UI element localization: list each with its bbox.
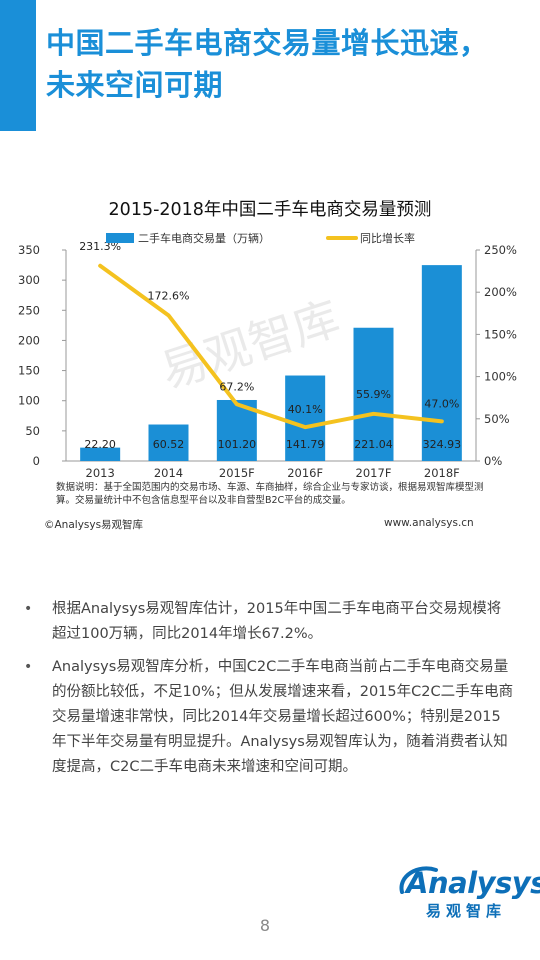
y-tick-label: 0	[33, 454, 40, 468]
bar	[421, 265, 462, 461]
page-title-line-2: 未来空间可期	[46, 68, 224, 102]
line-value-label: 231.3%	[79, 240, 121, 253]
x-tick-label: 2014	[154, 466, 183, 480]
legend-line-label: 同比增长率	[360, 231, 415, 245]
bar	[353, 327, 394, 461]
line-value-label: 172.6%	[148, 289, 190, 302]
bullet-text: 根据Analysys易观智库估计，2015年中国二手车电商平台交易规模将超过10…	[52, 601, 502, 642]
line-value-label: 67.2%	[219, 380, 254, 393]
bar-value-label: 141.79	[286, 438, 325, 451]
y2-tick-label: 0%	[484, 454, 502, 468]
line-value-label: 47.0%	[424, 397, 459, 410]
x-tick-label: 2017F	[356, 466, 392, 480]
bullet-list: • 根据Analysys易观智库估计，2015年中国二手车电商平台交易规模将超过…	[24, 597, 514, 788]
logo-chinese: 易观智库	[426, 902, 507, 920]
y2-tick-label: 250%	[484, 243, 517, 257]
line-value-label: 55.9%	[356, 388, 391, 401]
x-tick-label: 2016F	[287, 466, 323, 480]
copyright-text: ©Analysys易观智库	[44, 519, 144, 531]
x-tick-label: 2015F	[219, 466, 255, 480]
header-accent-bar	[0, 0, 36, 131]
analysys-logo: Analysys 易观智库	[396, 862, 540, 924]
y-tick-label: 50	[25, 424, 40, 438]
bar	[285, 375, 326, 461]
x-tick-label: 2013	[86, 466, 115, 480]
page-title-line-1: 中国二手车电商交易量增长迅速，	[46, 26, 489, 60]
bullet-icon: •	[24, 659, 33, 675]
logo-word: Analysys	[406, 866, 540, 900]
legend-bar-label: 二手车电商交易量（万辆）	[138, 231, 270, 245]
bar-value-label: 221.04	[354, 438, 393, 451]
bar-value-label: 60.52	[153, 438, 185, 451]
legend-bar-swatch	[106, 233, 134, 243]
bar-line-chart: 易观智库0501001502002503003500%50%100%150%20…	[18, 231, 517, 480]
line-value-label: 40.1%	[288, 403, 323, 416]
y2-tick-label: 200%	[484, 285, 517, 299]
bullet-icon: •	[24, 601, 33, 617]
list-item: • Analysys易观智库分析，中国C2C二手车电商当前占二手车电商交易量的份…	[24, 655, 514, 780]
y-tick-label: 150	[18, 364, 40, 378]
bar-value-label: 324.93	[423, 438, 462, 451]
page-number: 8	[259, 916, 271, 935]
page-title: 中国二手车电商交易量增长迅速， 未来空间可期	[46, 22, 526, 106]
bar-value-label: 101.20	[218, 438, 257, 451]
growth-rate-line	[98, 263, 444, 430]
logo-swoosh-icon	[399, 866, 438, 894]
bullet-text: Analysys易观智库分析，中国C2C二手车电商当前占二手车电商交易量的份额比…	[52, 659, 514, 775]
bar-value-label: 22.20	[84, 438, 116, 451]
y2-tick-label: 150%	[484, 327, 517, 341]
chart-data-note: 数据说明：基于全国范围内的交易市场、车源、车商抽样，综合企业与专家访谈，根据易观…	[56, 482, 484, 506]
chart-title: 2015-2018年中国二手车电商交易量预测	[108, 200, 432, 220]
y-tick-label: 100	[18, 394, 40, 408]
x-tick-label: 2018F	[424, 466, 460, 480]
list-item: • 根据Analysys易观智库估计，2015年中国二手车电商平台交易规模将超过…	[24, 597, 514, 647]
y2-tick-label: 100%	[484, 370, 517, 384]
y-tick-label: 200	[18, 333, 40, 347]
bar	[80, 447, 121, 461]
y2-tick-label: 50%	[484, 412, 510, 426]
website-link[interactable]: www.analysys.cn	[384, 517, 474, 529]
y-tick-label: 250	[18, 303, 40, 317]
y-tick-label: 350	[18, 243, 40, 257]
bar	[148, 424, 189, 461]
y-tick-label: 300	[18, 273, 40, 287]
